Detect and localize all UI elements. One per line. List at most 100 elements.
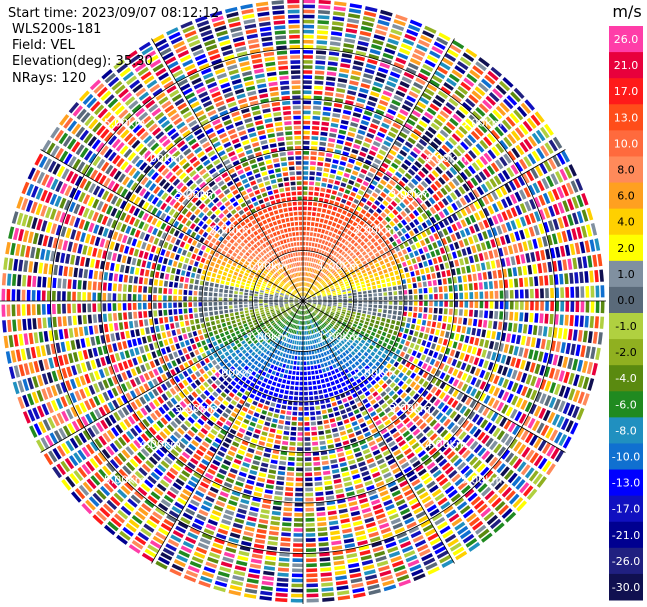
velocity-bin <box>164 456 173 465</box>
velocity-bin <box>462 509 474 519</box>
velocity-bin <box>237 343 242 348</box>
velocity-bin <box>289 390 294 395</box>
velocity-bin <box>170 344 176 352</box>
velocity-bin <box>376 458 385 465</box>
velocity-bin <box>542 236 548 247</box>
velocity-bin <box>281 527 292 532</box>
velocity-bin <box>287 375 292 380</box>
velocity-bin <box>255 313 260 317</box>
velocity-bin <box>304 396 309 401</box>
velocity-bin <box>317 254 320 259</box>
velocity-bin <box>376 316 381 321</box>
velocity-bin <box>421 212 428 220</box>
velocity-bin <box>368 208 375 214</box>
velocity-bin <box>212 341 218 347</box>
velocity-bin <box>432 314 438 321</box>
velocity-bin <box>417 387 425 394</box>
velocity-bin <box>219 384 226 390</box>
velocity-bin <box>327 326 331 330</box>
velocity-bin <box>312 237 316 242</box>
velocity-bin <box>457 276 462 283</box>
velocity-bin <box>370 411 377 417</box>
velocity-bin <box>452 316 458 324</box>
velocity-bin <box>314 476 322 481</box>
velocity-bin <box>165 371 172 379</box>
velocity-bin <box>373 383 380 390</box>
velocity-bin <box>276 310 280 313</box>
velocity-bin <box>413 331 419 337</box>
velocity-bin <box>291 593 303 598</box>
velocity-bin <box>194 435 203 443</box>
velocity-bin <box>187 461 196 470</box>
velocity-bin <box>544 142 554 155</box>
velocity-bin <box>386 370 393 377</box>
velocity-bin <box>358 322 363 327</box>
velocity-bin <box>509 493 520 505</box>
velocity-bin <box>282 330 286 335</box>
velocity-bin <box>347 266 353 271</box>
velocity-bin <box>325 270 329 275</box>
velocity-bin <box>256 380 262 386</box>
velocity-bin <box>311 375 316 380</box>
velocity-bin <box>499 311 504 320</box>
velocity-bin <box>511 369 518 380</box>
velocity-bin <box>263 494 273 499</box>
velocity-bin <box>314 288 318 292</box>
velocity-bin <box>409 19 423 28</box>
velocity-bin <box>201 340 207 346</box>
velocity-bin <box>305 517 315 522</box>
velocity-bin <box>70 406 78 418</box>
velocity-bin <box>299 310 301 315</box>
velocity-bin <box>433 399 441 407</box>
velocity-bin <box>497 321 503 330</box>
velocity-bin <box>529 276 534 287</box>
velocity-bin <box>229 468 238 474</box>
velocity-bin <box>335 275 340 279</box>
velocity-bin <box>124 481 134 492</box>
velocity-bin <box>158 357 165 365</box>
velocity-bin <box>358 306 362 310</box>
velocity-bin <box>277 327 281 332</box>
velocity-bin <box>143 523 155 533</box>
velocity-bin <box>422 426 431 434</box>
velocity-bin <box>282 522 292 527</box>
velocity-bin <box>303 24 315 29</box>
velocity-bin <box>317 20 329 25</box>
velocity-bin <box>328 392 334 397</box>
velocity-bin <box>327 242 332 247</box>
velocity-bin <box>350 75 361 81</box>
velocity-bin <box>255 450 263 456</box>
velocity-bin <box>331 308 336 312</box>
velocity-bin <box>509 112 520 124</box>
velocity-bin <box>401 383 408 390</box>
velocity-bin <box>555 287 559 298</box>
velocity-bin <box>337 321 341 325</box>
velocity-bin <box>325 320 330 324</box>
velocity-bin <box>216 420 224 427</box>
velocity-bin <box>122 465 132 475</box>
velocity-bin <box>220 354 226 360</box>
velocity-bin <box>330 422 337 428</box>
velocity-bin <box>395 453 404 461</box>
velocity-bin <box>330 255 335 260</box>
velocity-bin <box>330 329 335 334</box>
velocity-bin <box>366 579 379 586</box>
velocity-bin <box>441 323 447 330</box>
velocity-bin <box>217 571 230 578</box>
velocity-bin <box>355 102 365 109</box>
velocity-bin <box>322 315 327 319</box>
velocity-bin <box>149 540 162 549</box>
velocity-bin <box>348 501 358 507</box>
velocity-bin <box>276 311 281 315</box>
velocity-bin <box>506 95 518 106</box>
velocity-bin <box>338 129 347 135</box>
velocity-bin <box>524 467 535 479</box>
velocity-bin <box>312 294 316 297</box>
velocity-bin <box>313 258 317 263</box>
velocity-bin <box>355 217 361 223</box>
velocity-bin <box>331 269 336 274</box>
velocity-bin <box>398 295 403 300</box>
velocity-bin <box>315 264 319 269</box>
velocity-bin <box>352 323 357 328</box>
velocity-bin <box>345 423 352 429</box>
